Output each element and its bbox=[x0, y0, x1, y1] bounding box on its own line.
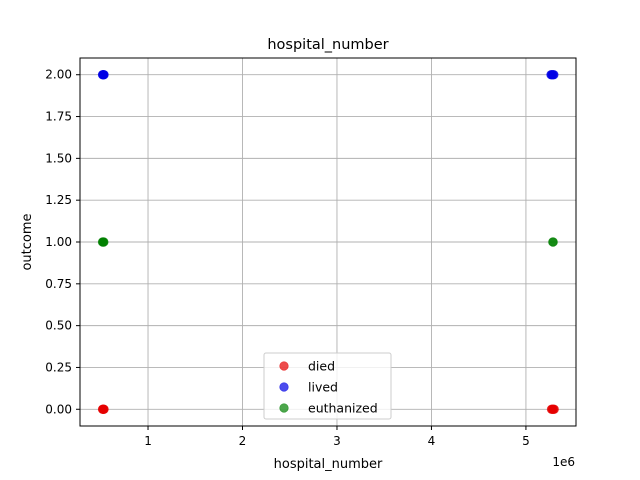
legend-marker-euthanized bbox=[279, 403, 289, 413]
x-tick-label: 1 bbox=[144, 434, 152, 448]
data-point-died bbox=[549, 404, 559, 414]
x-tick-label: 2 bbox=[239, 434, 247, 448]
x-offset-label: 1e6 bbox=[552, 455, 575, 469]
y-tick-label: 1.75 bbox=[45, 110, 72, 124]
legend-marker-died bbox=[279, 361, 289, 371]
y-axis-label: outcome bbox=[20, 213, 35, 270]
x-axis-label: hospital_number bbox=[274, 457, 383, 472]
data-point-euthanized bbox=[99, 237, 109, 247]
y-tick-label: 0.00 bbox=[45, 402, 72, 416]
grid-layer bbox=[80, 58, 576, 426]
data-point-lived bbox=[549, 70, 559, 80]
chart-title: hospital_number bbox=[267, 37, 388, 53]
y-tick-label: 1.50 bbox=[45, 151, 72, 165]
x-tick-label: 4 bbox=[428, 434, 436, 448]
legend-label-euthanized: euthanized bbox=[308, 401, 378, 416]
data-point-died bbox=[99, 404, 109, 414]
y-tick-label: 1.25 bbox=[45, 193, 72, 207]
ticks-layer: 1 2 3 4 5 0.00 0.25 0.50 0.75 1.00 1.25 1.50 1.75 2.0… bbox=[45, 68, 529, 448]
legend-label-died: died bbox=[308, 359, 335, 374]
y-tick-label: 0.25 bbox=[45, 360, 72, 374]
legend-label-lived: lived bbox=[308, 380, 338, 395]
y-tick-label: 1.00 bbox=[45, 235, 72, 249]
data-point-euthanized bbox=[548, 237, 558, 247]
y-tick-label: 0.50 bbox=[45, 319, 72, 333]
x-tick-label: 3 bbox=[333, 434, 341, 448]
y-tick-label: 0.75 bbox=[45, 277, 72, 291]
data-point-lived bbox=[99, 70, 109, 80]
x-tick-label: 5 bbox=[522, 434, 530, 448]
y-tick-label: 2.00 bbox=[45, 68, 72, 82]
points-layer bbox=[97, 70, 559, 414]
legend-box bbox=[263, 352, 392, 420]
legend: died lived euthanized bbox=[263, 352, 392, 420]
legend-marker-lived bbox=[279, 382, 289, 392]
